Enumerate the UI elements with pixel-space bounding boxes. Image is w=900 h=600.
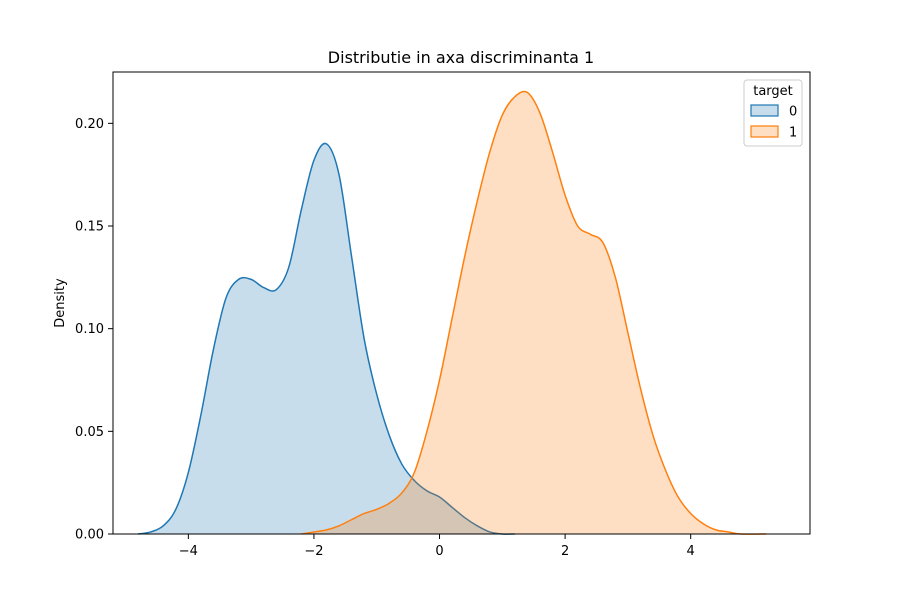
density-areas xyxy=(137,90,767,535)
density-area-target-0 xyxy=(138,143,515,535)
legend: target 01 xyxy=(743,79,803,147)
legend-label-target-1: 1 xyxy=(789,126,797,141)
x-tick-label: −2 xyxy=(304,544,323,559)
x-tick-label: 4 xyxy=(687,544,695,559)
plot-frame xyxy=(112,71,811,535)
legend-items: 01 xyxy=(750,104,797,141)
y-tick-label: 0.15 xyxy=(75,220,104,235)
x-tick-label: 0 xyxy=(435,544,443,559)
legend-swatch-target-1 xyxy=(750,125,779,138)
legend-frame xyxy=(743,79,803,147)
x-tick-label: −4 xyxy=(179,544,198,559)
legend-swatch-target-0 xyxy=(750,104,779,117)
density-line-target-1 xyxy=(301,90,767,535)
y-axis-ticks: 0.00 0.05 0.10 0.15 0.20 xyxy=(75,117,113,543)
y-tick-label: 0.10 xyxy=(75,322,104,337)
y-tick-label: 0.20 xyxy=(75,117,104,132)
legend-title: target xyxy=(753,84,793,99)
y-tick-label: 0.05 xyxy=(75,425,104,440)
x-axis-ticks: −4 −2 0 2 4 xyxy=(179,534,695,559)
x-tick-label: 2 xyxy=(561,544,569,559)
y-axis-label: Density xyxy=(53,278,68,328)
y-tick-label: 0.00 xyxy=(75,528,104,543)
chart-title: Distributie in axa discriminanta 1 xyxy=(328,48,594,67)
density-line-target-0 xyxy=(137,142,515,535)
legend-label-target-0: 0 xyxy=(789,105,797,120)
density-area-target-1 xyxy=(301,91,767,535)
